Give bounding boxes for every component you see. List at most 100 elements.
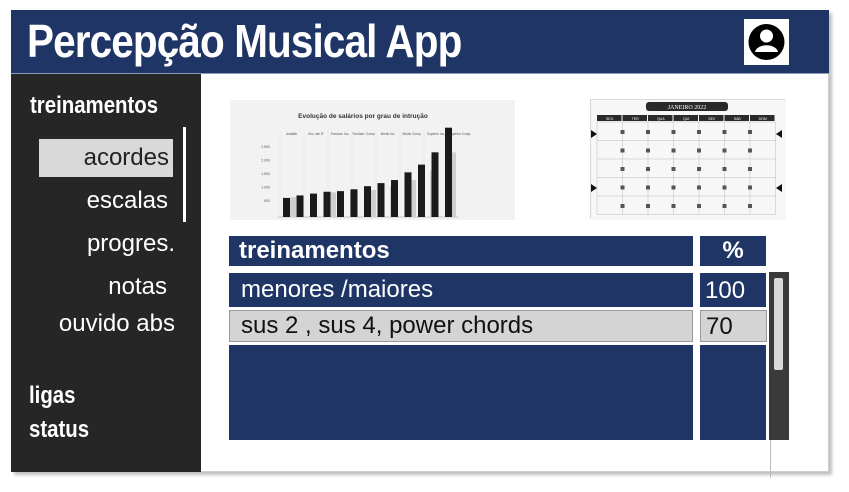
chart-bar-dark xyxy=(296,195,304,217)
calendar-weekday-label: SÁB xyxy=(734,117,742,121)
sidebar-item-ouvido-abs[interactable]: ouvido abs xyxy=(58,310,175,337)
chart-bar-dark xyxy=(337,191,344,217)
chart-column-label: Fundam. Comp. xyxy=(353,132,376,136)
chart-ytick: 500 xyxy=(264,199,270,203)
calendar-marker xyxy=(646,167,650,171)
sidebar-item-escalas[interactable]: escalas xyxy=(86,187,168,214)
calendar-weekday-label: SEX xyxy=(708,117,716,121)
salary-chart-image[interactable]: Evolução de salários por grau de intruçã… xyxy=(230,100,515,220)
calendar-weekday-label: QUA xyxy=(657,117,665,121)
table-scrollbar-thumb[interactable] xyxy=(774,278,783,370)
chart-bar-dark xyxy=(391,180,398,217)
chart-ytick: 2.500 xyxy=(261,145,270,149)
calendar-marker xyxy=(620,185,625,190)
sidebar-item-acordes[interactable]: acordes xyxy=(39,139,173,177)
calendar-weekday-cell xyxy=(648,115,673,121)
table-row-percent[interactable]: 70 xyxy=(700,310,767,342)
chart-bar-dark xyxy=(404,172,412,217)
calendar-marker xyxy=(697,204,701,208)
chart-column-label: Médio Inc. xyxy=(381,132,396,136)
calendar-marker xyxy=(671,167,676,171)
calendar-weekday-label: QUI xyxy=(683,117,689,121)
chart-column-label: Fundam. Inc. xyxy=(331,132,350,136)
calendar-marker xyxy=(620,148,625,153)
calendar-marker xyxy=(671,130,676,134)
calendar-weekday-label: DOM xyxy=(759,117,767,121)
calendar-marker xyxy=(697,185,701,190)
calendar-marker xyxy=(697,130,701,134)
calendar-marker xyxy=(646,130,650,134)
chart-bar-light xyxy=(370,189,376,217)
app-title: Percepção Musical App xyxy=(27,15,462,67)
chart-bar-dark xyxy=(364,186,371,217)
sidebar-heading: treinamentos xyxy=(30,92,159,119)
chart-bar-light xyxy=(290,197,296,217)
sidebar-item-notas[interactable]: notas xyxy=(108,273,167,300)
calendar-weekday-cell xyxy=(724,115,749,121)
chart-ytick: 2.000 xyxy=(261,159,270,163)
calendar-marker xyxy=(671,204,676,208)
chart-column-label: Superior Inc. xyxy=(427,132,445,136)
calendar-marker xyxy=(748,204,752,208)
chart-ytick: 1.000 xyxy=(261,186,270,190)
calendar-month: JANEIRO 2022 xyxy=(668,105,707,111)
calendar-marker xyxy=(722,148,727,153)
chart-column-label: Ens. até 5º xyxy=(308,132,324,136)
table-row-percent[interactable]: 100 xyxy=(700,273,766,307)
calendar-marker xyxy=(697,167,701,171)
calendar-weekday-cell xyxy=(673,115,698,121)
calendar-marker xyxy=(722,185,727,190)
sidebar-item-progres[interactable]: progres. xyxy=(86,230,175,257)
chart-column-label: Superior Comp. xyxy=(449,132,471,136)
chart-bar-dark xyxy=(377,183,385,217)
table-empty-area-percent xyxy=(700,345,766,440)
calendar-marker xyxy=(748,148,752,153)
calendar-marker xyxy=(722,167,727,171)
chart-bar-dark xyxy=(418,164,425,217)
calendar-marker xyxy=(671,185,676,190)
chart-title: Evolução de salários por grau de intruçã… xyxy=(298,113,428,120)
calendar-image[interactable]: JANEIRO 2022 SEG TER QUA QUI SEX SÁB DOM xyxy=(590,99,786,220)
user-avatar-icon[interactable] xyxy=(744,19,789,65)
calendar-marker xyxy=(620,130,625,134)
chart-bar-dark xyxy=(283,197,290,217)
calendar-marker xyxy=(646,204,650,208)
chart-column-label: Analfab. xyxy=(286,132,298,136)
chart-bar-light xyxy=(410,180,416,217)
calendar-weekday-cell xyxy=(597,115,622,121)
table-row-name[interactable]: sus 2 , sus 4, power chords xyxy=(229,310,693,342)
calendar-marker xyxy=(722,130,727,134)
link-ligas[interactable]: ligas xyxy=(29,382,76,409)
calendar-weekday-cell xyxy=(750,115,775,121)
calendar-marker xyxy=(646,185,650,190)
calendar-weekday-label: TER xyxy=(632,117,639,121)
chart-ytick: 1.500 xyxy=(261,172,270,176)
divider xyxy=(770,440,771,478)
calendar-marker xyxy=(748,185,752,190)
sidebar-scrollbar[interactable] xyxy=(183,127,186,222)
calendar-marker xyxy=(671,148,676,153)
table-header-name: treinamentos xyxy=(229,236,693,266)
chart-bar-light xyxy=(450,152,456,217)
chart-column-label: Médio Comp. xyxy=(403,132,422,136)
calendar-weekday-label: SEG xyxy=(606,117,614,121)
calendar-marker xyxy=(748,130,752,134)
calendar-marker xyxy=(620,204,625,208)
table-empty-area xyxy=(229,345,693,440)
table-row-name[interactable]: menores /maiores xyxy=(229,273,693,307)
chart-bar-dark xyxy=(323,191,331,217)
table-header-percent: % xyxy=(700,236,766,266)
calendar-marker xyxy=(722,204,727,208)
calendar-marker xyxy=(620,167,625,171)
calendar-weekday-cell xyxy=(699,115,724,121)
calendar-marker xyxy=(748,167,752,171)
chart-bar-dark xyxy=(445,127,452,217)
calendar-marker xyxy=(697,148,701,153)
chart-bar-dark xyxy=(350,189,358,217)
calendar-marker xyxy=(646,148,650,153)
chart-bar-dark xyxy=(431,152,439,217)
app-header: Percepção Musical App xyxy=(11,10,829,74)
link-status[interactable]: status xyxy=(29,416,90,443)
calendar-weekday-cell xyxy=(622,115,647,121)
chart-bar-light xyxy=(330,192,336,217)
